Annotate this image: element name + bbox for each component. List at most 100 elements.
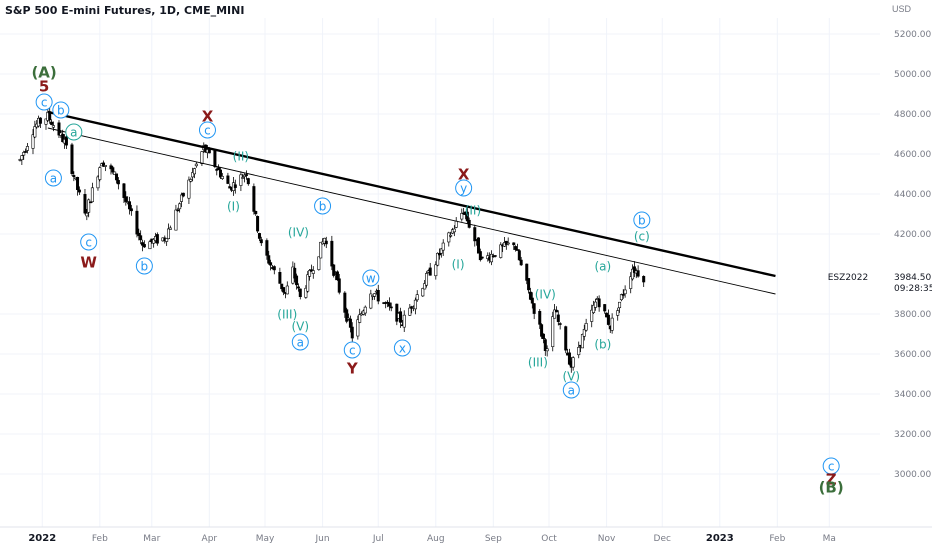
candle-body: [207, 149, 211, 154]
candle-body: [402, 314, 406, 328]
candle-body: [85, 212, 89, 217]
trendlines: [47, 110, 776, 295]
time-tick-label: Aug: [427, 534, 445, 544]
wave-label-circle: [44, 169, 62, 187]
candle-body: [111, 167, 115, 173]
candle-body: [179, 194, 183, 202]
candle-body: [584, 323, 588, 331]
candle-body: [83, 194, 87, 214]
wave-label: y: [460, 181, 467, 195]
candle-body: [24, 151, 28, 153]
candle-body: [343, 292, 347, 313]
candle-body: [590, 309, 594, 322]
candle-body: [308, 270, 312, 277]
price-tick-label: 3400.00: [894, 390, 931, 400]
price-tick-label: 3600.00: [894, 350, 931, 360]
candle-body: [421, 288, 425, 297]
candle-body: [636, 270, 640, 277]
candle-body: [554, 309, 558, 313]
price-tick-label: 3800.00: [894, 310, 931, 320]
candle-body: [567, 352, 571, 365]
wave-label: w: [366, 271, 376, 285]
candle-body: [155, 234, 159, 244]
candle-body: [226, 175, 230, 184]
wave-label: X: [202, 107, 214, 125]
candle-body: [295, 275, 299, 286]
time-axis[interactable]: 2022 Feb Mar Apr May Jun Jul Aug Sep Oct Nov Dec 202…: [0, 526, 932, 544]
candle-body: [423, 283, 427, 290]
wave-label: (II): [465, 203, 481, 217]
chart-title: S&P 500 E-mini Futures, 1D, CME_MINI: [5, 4, 245, 17]
wave-label: b: [57, 103, 65, 117]
wave-label-circle: [35, 93, 53, 111]
time-tick-label: Ma: [823, 534, 836, 544]
wave-label: X: [458, 165, 470, 183]
price-axis[interactable]: 5200.00 5000.00 4800.00 4600.00 4400.00 4200.…: [894, 30, 931, 480]
candle-body: [61, 133, 65, 143]
wave-label-circle: [65, 123, 83, 141]
candle-body: [434, 264, 438, 277]
candle-body: [553, 309, 557, 319]
candle-body: [348, 318, 352, 328]
candle-body: [538, 311, 542, 325]
candle-body: [543, 339, 547, 352]
wave-label: (A): [31, 63, 56, 81]
time-tick-label: Feb: [769, 534, 785, 544]
candle-body: [528, 291, 532, 300]
candle-body: [280, 283, 284, 290]
candle-body: [25, 146, 29, 151]
candle-body: [480, 256, 484, 259]
candle-body: [610, 317, 614, 331]
candle-body: [631, 268, 635, 280]
candle-body: [218, 169, 222, 178]
candle-body: [76, 176, 80, 190]
time-tick-label: 2023: [706, 533, 734, 544]
candle-body: [178, 203, 182, 210]
candle-body: [632, 266, 636, 273]
price-tick-label: 3000.00: [894, 470, 931, 480]
candle-body: [189, 179, 193, 182]
candle-body: [373, 293, 377, 297]
time-tick-label: 2022: [28, 533, 56, 544]
wave-label-circle: [562, 381, 580, 399]
candle-body: [44, 118, 48, 125]
candle-body: [129, 208, 133, 212]
candle-body: [425, 273, 429, 286]
time-tick-label: Dec: [654, 534, 671, 544]
candle-body: [460, 213, 464, 220]
candle-body: [77, 189, 81, 193]
candle-body: [621, 294, 625, 296]
wave-label-circle: [455, 179, 473, 197]
currency-label: USD: [892, 4, 912, 14]
candle-body: [582, 328, 586, 337]
candle-body: [478, 251, 482, 261]
candle-body: [564, 326, 568, 351]
time-tick-label: Jul: [372, 534, 384, 544]
wave-label: (I): [227, 199, 240, 213]
price-tick-label: 4400.00: [894, 190, 931, 200]
candle-body: [142, 244, 146, 248]
trendline-lower[interactable]: [47, 127, 776, 295]
candle-body: [194, 163, 198, 167]
candle-body: [441, 242, 445, 251]
trendline-upper[interactable]: [47, 110, 776, 278]
candle-body: [489, 253, 493, 263]
wave-label: (V): [563, 369, 581, 383]
candle-body: [70, 144, 74, 174]
candle-body: [51, 125, 55, 128]
candle-body: [57, 122, 61, 136]
candle-body: [176, 209, 180, 212]
candle-body: [256, 216, 260, 232]
candle-body: [115, 173, 119, 181]
wave-label: (IV): [535, 287, 556, 301]
candle-body: [439, 248, 443, 254]
candle-body: [213, 150, 217, 167]
candle-body: [200, 151, 204, 165]
candle-body: [72, 175, 76, 178]
candle-body: [330, 240, 334, 267]
candle-body: [272, 266, 276, 271]
candle-body: [399, 311, 403, 323]
candle-body: [259, 239, 263, 244]
